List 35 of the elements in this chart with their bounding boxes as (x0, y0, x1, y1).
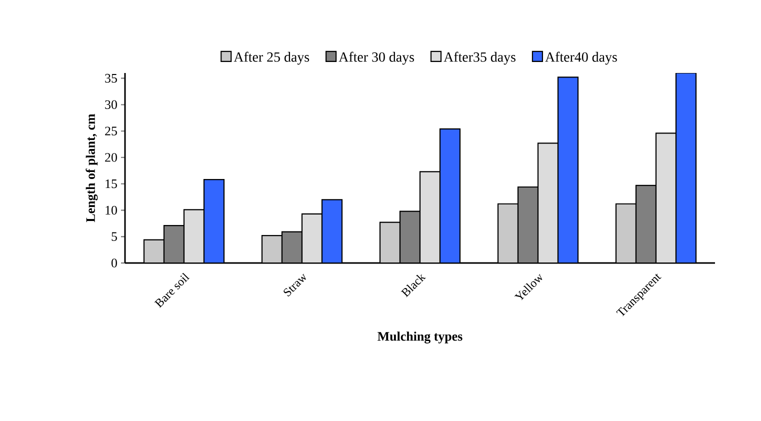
bar (517, 186, 539, 263)
y-tick-label: 25 (105, 126, 117, 136)
bar (439, 128, 461, 263)
bar (143, 239, 165, 263)
bar (537, 142, 559, 263)
bar (183, 209, 205, 263)
legend-label: After 30 days (338, 52, 414, 65)
y-tick-label: 35 (105, 74, 117, 83)
bar (379, 222, 401, 263)
legend-label: After35 days (444, 52, 516, 65)
y-tick-label: 5 (112, 232, 117, 241)
y-axis-title: Length of plant, cm (86, 114, 98, 222)
bar (163, 224, 185, 263)
bar (321, 199, 343, 263)
legend-label: After 25 days (234, 52, 310, 65)
bar (301, 213, 323, 263)
bar (281, 231, 303, 263)
y-tick-label: 0 (112, 258, 117, 268)
bar (399, 210, 421, 263)
legend-label: After40 days (545, 52, 617, 65)
bar (557, 76, 579, 263)
bar (419, 171, 441, 263)
x-axis-title: Mulching types (378, 332, 462, 344)
bar (655, 132, 677, 263)
bar (261, 235, 283, 263)
bar (675, 72, 697, 263)
bar (615, 203, 637, 263)
bar (203, 179, 225, 263)
bar (497, 203, 519, 263)
y-tick-label: 10 (106, 206, 117, 215)
y-tick-label: 20 (105, 153, 117, 162)
y-tick-label: 30 (105, 100, 117, 110)
bar (635, 184, 657, 263)
y-tick-label: 15 (106, 179, 117, 188)
x-tick-label: Bare soil (154, 272, 190, 308)
